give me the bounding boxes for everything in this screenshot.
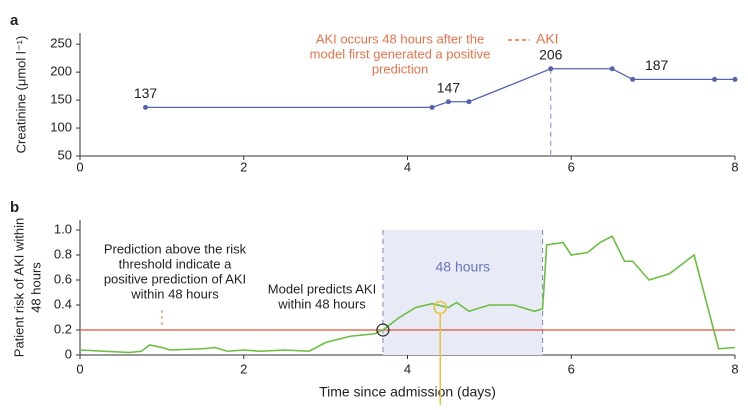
annotation: prediction <box>372 61 428 76</box>
annotation: AKI occurs 48 hours after the <box>316 31 484 46</box>
y-tick-label: 0 <box>65 346 72 361</box>
panel-label: a <box>10 12 19 29</box>
point <box>630 76 636 82</box>
annotation: Prediction above the risk <box>104 241 247 256</box>
point <box>466 99 472 105</box>
y-tick-label: 200 <box>50 64 72 79</box>
x-tick-label: 4 <box>404 361 411 376</box>
point <box>609 66 615 72</box>
x-tick-label: 8 <box>731 159 738 174</box>
legend-label: AKI <box>536 31 559 47</box>
prediction-marker <box>376 323 390 337</box>
annotation: within 48 hours <box>277 296 366 311</box>
x-tick-label: 6 <box>568 159 575 174</box>
x-tick-label: 4 <box>404 159 411 174</box>
x-tick-label: 2 <box>240 159 247 174</box>
y-tick-label: 0.2 <box>54 321 72 336</box>
y-tick-label: 150 <box>50 92 72 107</box>
y-tick-label: 0.6 <box>54 271 72 286</box>
x-tick-label: 6 <box>568 361 575 376</box>
point <box>712 76 718 82</box>
y-axis-label: Creatinine (μmol l⁻¹) <box>13 36 28 154</box>
y-tick-label: 0.8 <box>54 246 72 261</box>
annotation: threshold indicate a <box>119 256 233 271</box>
x-tick-label: 2 <box>240 361 247 376</box>
annotation: within 48 hours <box>130 286 219 301</box>
y-axis-label: Patient risk of AKI within <box>11 218 26 357</box>
point <box>143 104 148 110</box>
data-label: 206 <box>539 46 563 62</box>
data-label: 137 <box>134 85 158 101</box>
highlight-marker <box>433 300 447 315</box>
point <box>732 76 738 82</box>
annotation: positive prediction of AKI <box>104 271 246 286</box>
x-axis-label: Time since admission (days) <box>319 384 496 400</box>
x-tick-label: 0 <box>76 159 83 174</box>
point <box>429 104 435 110</box>
data-label: 147 <box>437 79 461 95</box>
y-tick-label: 1.0 <box>54 221 72 236</box>
y-tick-label: 0.4 <box>54 296 72 311</box>
annotation: Model predicts AKI <box>268 281 376 296</box>
annotation: model first generated a positive <box>310 46 491 61</box>
y-axis-label: 48 hours <box>28 262 43 313</box>
y-tick-label: 250 <box>50 36 72 51</box>
y-tick-label: 100 <box>50 119 72 134</box>
window-label: 48 hours <box>436 259 490 275</box>
x-tick-label: 8 <box>731 361 738 376</box>
data-label: 187 <box>645 57 669 73</box>
prediction-window <box>382 230 543 355</box>
x-tick-label: 0 <box>76 361 83 376</box>
panel-label: b <box>10 199 19 216</box>
y-tick-label: 50 <box>58 147 72 162</box>
point <box>445 99 451 105</box>
series-line <box>79 235 736 354</box>
point <box>548 66 554 72</box>
